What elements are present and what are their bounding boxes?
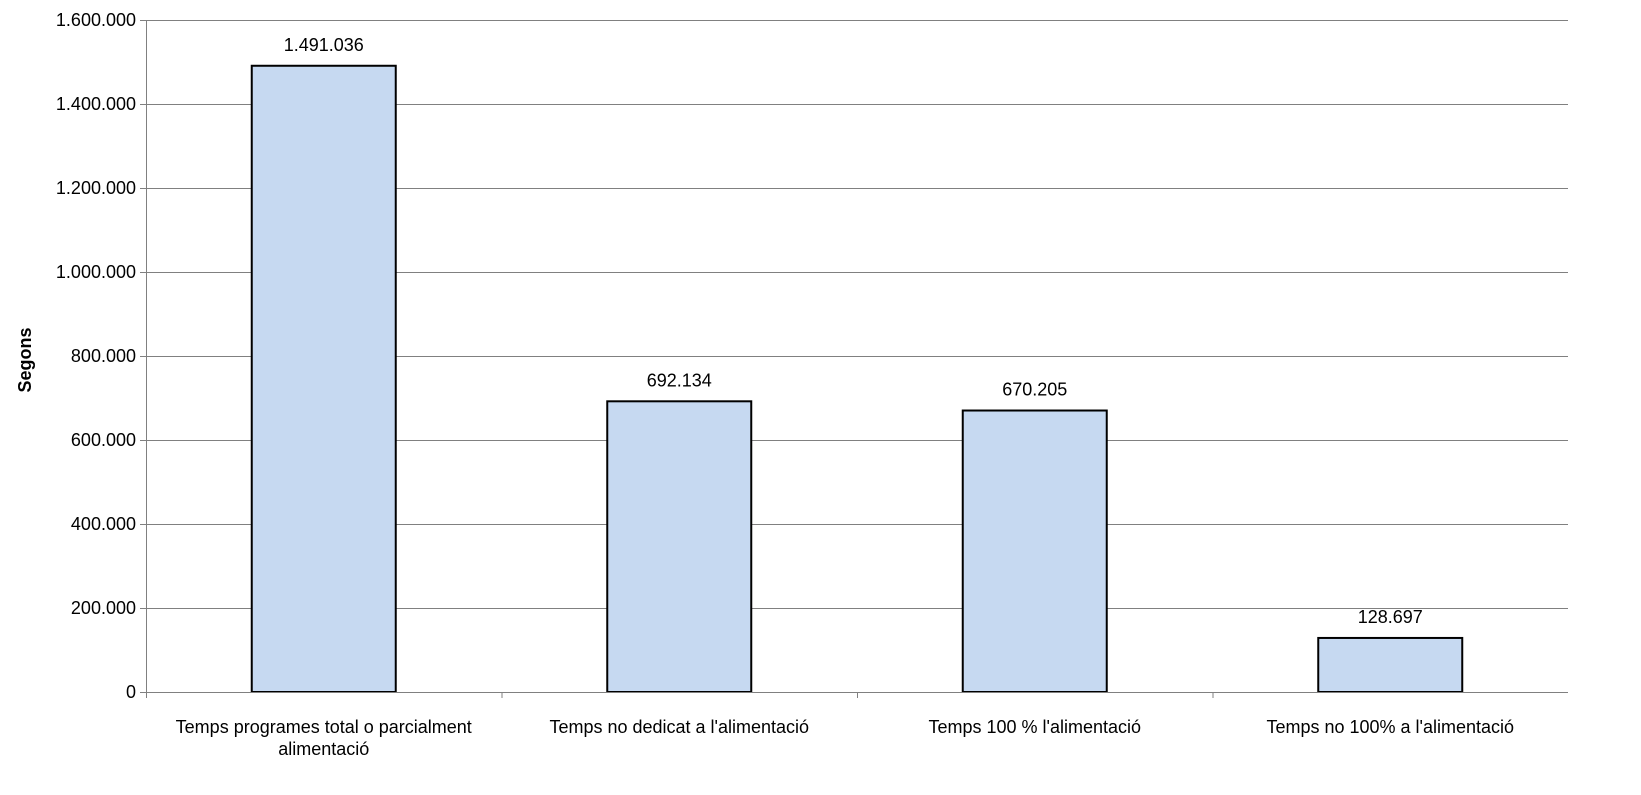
data-label: 1.491.036 — [284, 35, 364, 55]
x-category-label: Temps programes total o parcialment — [176, 717, 472, 737]
y-tick-label: 1.600.000 — [56, 10, 136, 30]
x-category-label: Temps no dedicat a l'alimentació — [549, 717, 809, 737]
bar — [961, 409, 1108, 693]
y-tick-label: 800.000 — [71, 346, 136, 366]
x-category-label: Temps 100 % l'alimentació — [928, 717, 1141, 737]
data-label: 692.134 — [647, 370, 712, 390]
x-category-label: alimentació — [278, 739, 369, 759]
bar — [250, 64, 397, 693]
y-tick-label: 1.400.000 — [56, 94, 136, 114]
x-category-label: Temps no 100% a l'alimentació — [1266, 717, 1514, 737]
y-tick-label: 400.000 — [71, 514, 136, 534]
bar — [606, 400, 753, 693]
y-axis-title: Segons — [15, 327, 35, 392]
bars — [250, 64, 1464, 694]
y-tick-label: 1.200.000 — [56, 178, 136, 198]
y-tick-label: 600.000 — [71, 430, 136, 450]
y-tick-label: 1.000.000 — [56, 262, 136, 282]
y-tick-label: 0 — [126, 682, 136, 702]
labels: 0 200.000 400.000 600.000 800.000 1.000.000 1.… — [56, 10, 1514, 759]
data-label: 670.205 — [1002, 380, 1067, 400]
bar — [1317, 636, 1464, 694]
y-tick-label: 200.000 — [71, 598, 136, 618]
axes — [140, 20, 1568, 698]
data-label: 128.697 — [1358, 607, 1423, 627]
